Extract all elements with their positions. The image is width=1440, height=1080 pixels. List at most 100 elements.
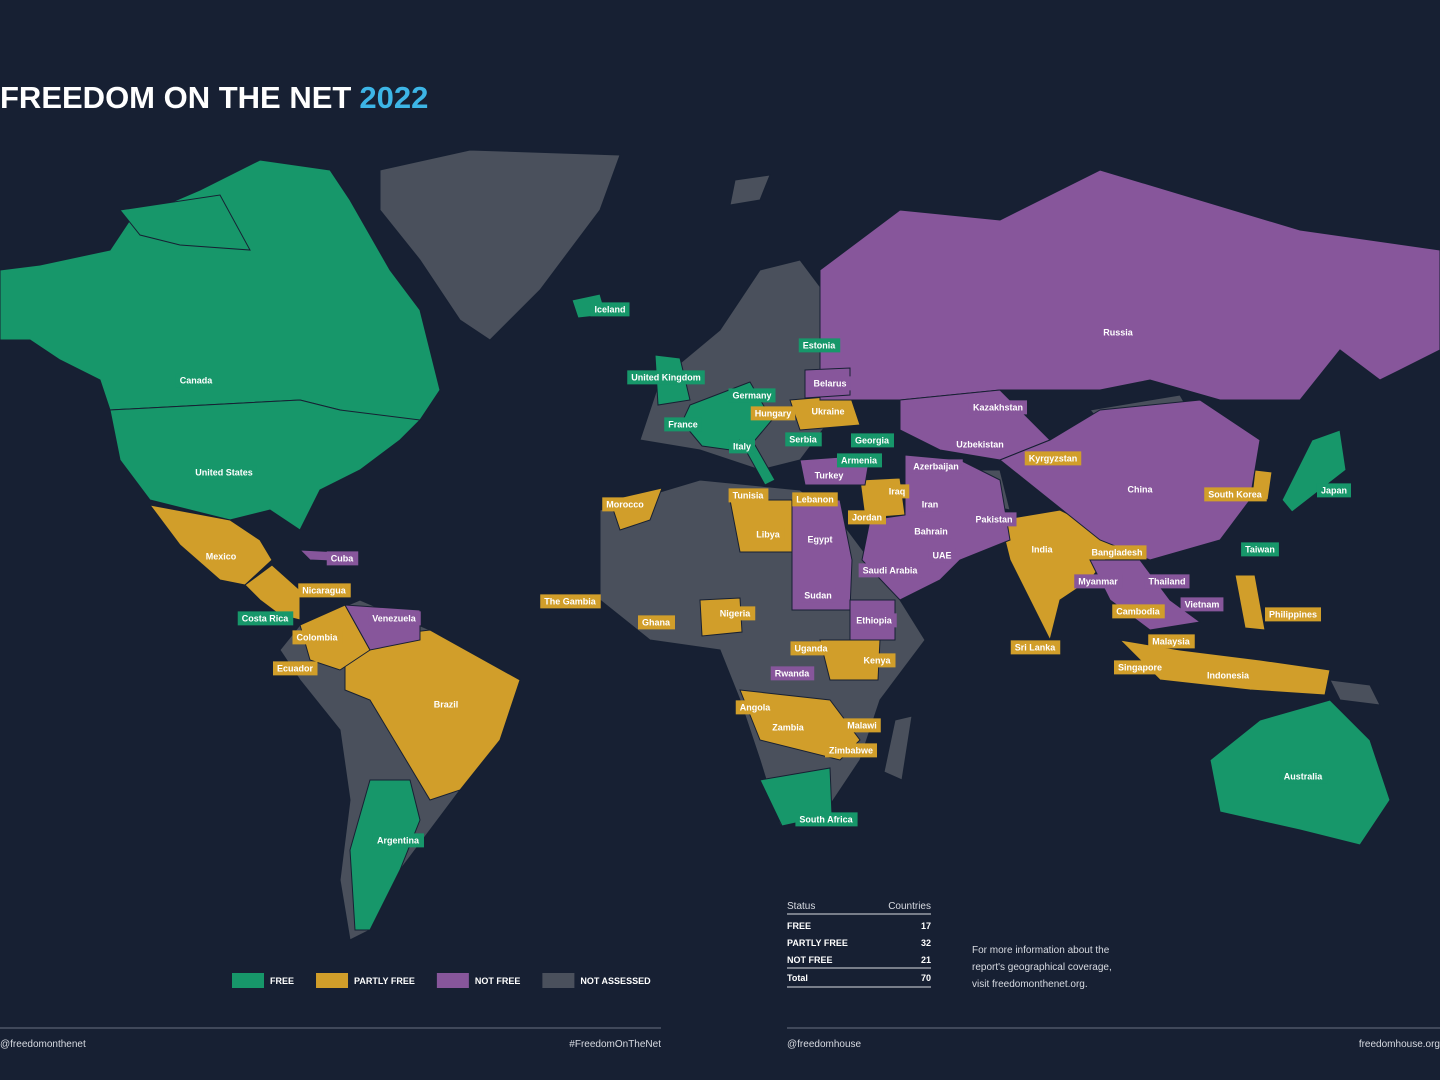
label-box	[1074, 574, 1123, 589]
country-name: Egypt	[807, 534, 832, 544]
country-name: South Africa	[799, 814, 853, 824]
country-label: Sri Lanka	[1010, 640, 1061, 655]
label-box	[1279, 769, 1328, 784]
country-name: Uzbekistan	[956, 439, 1004, 449]
country-name: Belarus	[813, 378, 846, 388]
label-box	[1204, 487, 1267, 502]
country-name: Nicaragua	[302, 585, 347, 595]
country-name: Cambodia	[1116, 606, 1161, 616]
country-name: Jordan	[852, 512, 882, 522]
country-label: Canada	[175, 373, 218, 388]
country-name: Lebanon	[796, 494, 834, 504]
table-count: 21	[921, 955, 931, 965]
label-box	[852, 613, 897, 628]
legend-swatch	[436, 973, 469, 988]
label-box	[750, 406, 796, 421]
country-name: Kazakhstan	[973, 402, 1023, 412]
country-name: Estonia	[803, 340, 837, 350]
country-label: Russia	[1099, 325, 1138, 340]
label-box	[728, 439, 756, 454]
country-label: Pakistan	[971, 512, 1017, 527]
footer-text: @freedomonthenet	[0, 1039, 86, 1050]
greenland	[379, 149, 621, 341]
label-box	[237, 611, 294, 626]
country-name: Ghana	[642, 617, 671, 627]
country-label: Malawi	[843, 718, 881, 733]
country-label: Malaysia	[1148, 634, 1195, 649]
table-status: NOT FREE	[787, 955, 833, 965]
country-name: Bahrain	[914, 526, 948, 536]
country-label: Costa Rica	[237, 611, 294, 626]
country-name: Malawi	[847, 720, 877, 730]
country-label: Philippines	[1264, 607, 1322, 622]
legend-swatch	[316, 973, 349, 988]
label-box	[971, 512, 1017, 527]
label-box	[1202, 668, 1254, 683]
country-name: Colombia	[296, 632, 338, 642]
label-box	[602, 497, 649, 512]
country-labels: Iceland Estonia United Kingdom Canada German…	[175, 302, 1352, 848]
note-line: visit freedomonthenet.org.	[972, 979, 1088, 990]
label-box	[1264, 607, 1322, 622]
country-label: Ecuador	[272, 661, 318, 676]
label-box	[326, 551, 359, 566]
country-label: Lebanon	[792, 492, 838, 507]
country-label: Ghana	[637, 615, 675, 630]
country-name: Georgia	[855, 435, 890, 445]
country-label: Bangladesh	[1087, 545, 1147, 560]
country-name: Ethiopia	[856, 615, 892, 625]
country-label: Kenya	[859, 653, 896, 668]
country-name: Indonesia	[1207, 670, 1250, 680]
legend-label: PARTLY FREE	[354, 976, 415, 986]
country-label: Argentina	[372, 833, 424, 848]
country-name: Philippines	[1269, 609, 1317, 619]
label-box	[1148, 634, 1195, 649]
label-box	[175, 373, 218, 388]
country-name: Germany	[732, 390, 771, 400]
label-box	[1180, 597, 1224, 612]
country-label: Azerbaijan	[909, 459, 963, 474]
country-label: Sudan	[800, 588, 836, 603]
country-name: Iraq	[889, 486, 906, 496]
country-label: Uganda	[790, 641, 833, 656]
label-box	[715, 606, 756, 621]
country-name: United Kingdom	[631, 372, 701, 382]
label-box	[429, 697, 463, 712]
country-name: Myanmar	[1078, 576, 1118, 586]
country-label: Myanmar	[1074, 574, 1123, 589]
arctic-islands	[119, 194, 251, 251]
country-label: Mexico	[201, 549, 241, 564]
table-rows: FREE 17 PARTLY FREE 32 NOT FREE 21	[787, 921, 931, 965]
label-box	[768, 720, 809, 735]
country-name: Mexico	[206, 551, 237, 561]
country-label: Armenia	[836, 453, 882, 468]
label-box	[292, 630, 343, 645]
status-table: Status Countries FREE 17 PARTLY FREE 32 NOT …	[787, 901, 931, 988]
mexico	[148, 504, 273, 586]
country-label: Ethiopia	[852, 613, 897, 628]
note: For more information about the report's …	[972, 945, 1112, 990]
philippines	[1234, 574, 1266, 631]
country-label: Nigeria	[715, 606, 756, 621]
country-name: Bangladesh	[1091, 547, 1142, 557]
country-name: Japan	[1321, 485, 1347, 495]
label-box	[952, 437, 1008, 452]
country-label: Thailand	[1144, 574, 1190, 589]
country-name: Nigeria	[720, 608, 752, 618]
label-box	[770, 666, 815, 681]
united-states	[109, 399, 422, 531]
country-label: The Gambia	[540, 594, 601, 609]
madagascar	[883, 715, 913, 781]
country-label: Uzbekistan	[952, 437, 1008, 452]
label-box	[917, 497, 943, 512]
label-box	[836, 453, 882, 468]
legend-label: NOT FREE	[475, 976, 521, 986]
country-name: United States	[195, 467, 253, 477]
note-line: report's geographical coverage,	[972, 962, 1112, 973]
country-name: Canada	[180, 375, 214, 385]
label-box	[1027, 542, 1058, 557]
country-label: Germany	[728, 388, 776, 403]
country-name: Armenia	[841, 455, 878, 465]
label-box	[298, 583, 351, 598]
